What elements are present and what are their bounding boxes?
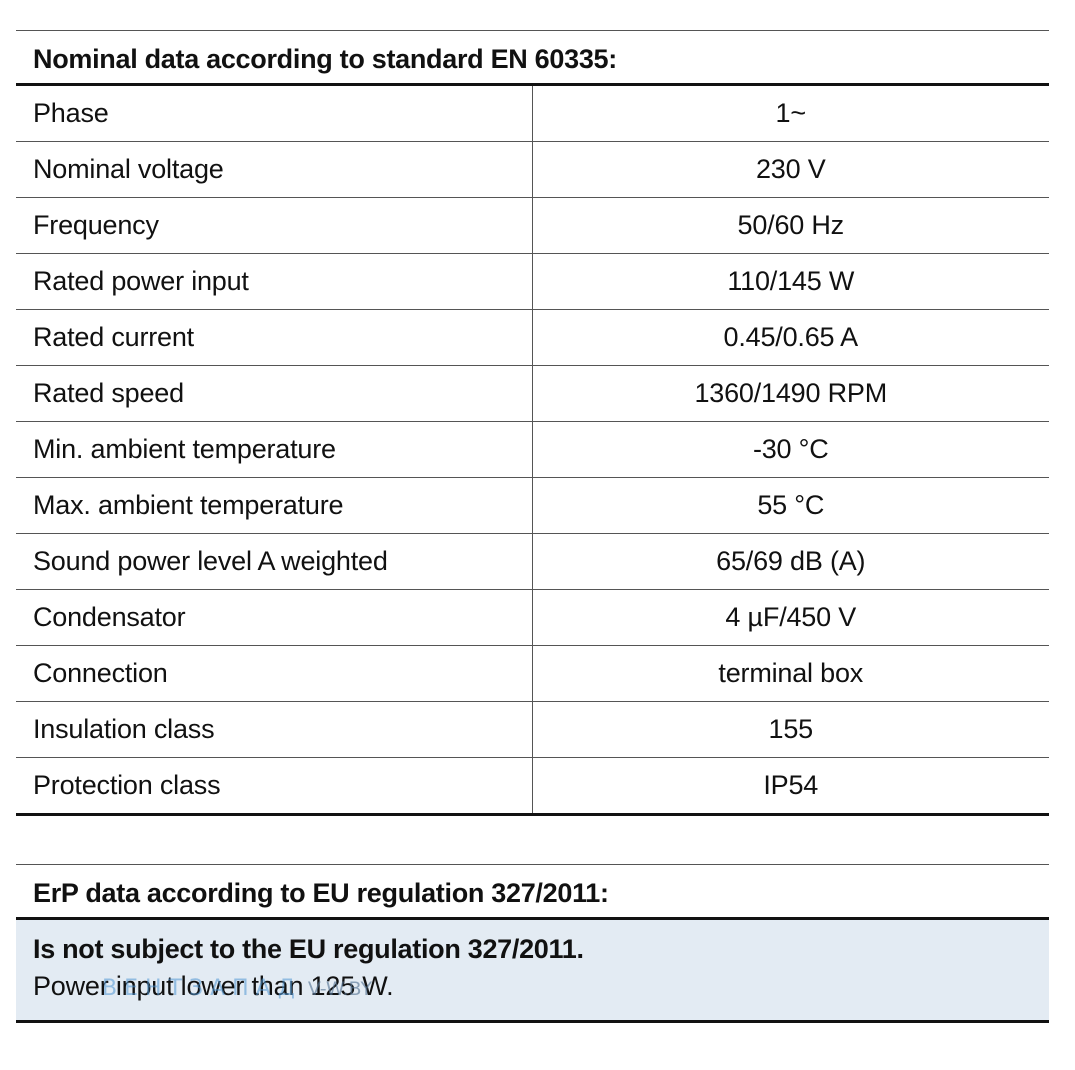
- param-value: 0.45/0.65 A: [532, 309, 1049, 366]
- param-label: Nominal voltage: [16, 141, 533, 198]
- param-value: 230 V: [532, 141, 1049, 198]
- table-row: Phase 1~: [16, 86, 1049, 142]
- table-row: Rated current 0.45/0.65 A: [16, 309, 1049, 366]
- table-row: Connection terminal box: [16, 645, 1049, 702]
- table-row: Frequency 50/60 Hz: [16, 197, 1049, 254]
- param-value: -30 °C: [532, 421, 1049, 478]
- table-row: Condensator 4 µF/450 V: [16, 589, 1049, 646]
- table-row: Insulation class 155: [16, 701, 1049, 758]
- table-row: Rated speed 1360/1490 RPM: [16, 365, 1049, 422]
- param-label: Frequency: [16, 197, 533, 254]
- erp-notice-box: Is not subject to the EU regulation 327/…: [16, 920, 1049, 1023]
- param-value: 1360/1490 RPM: [532, 365, 1049, 422]
- param-label: Condensator: [16, 589, 533, 646]
- erp-data-section: ErP data according to EU regulation 327/…: [16, 864, 1049, 1023]
- nominal-data-table: Phase 1~ Nominal voltage 230 V Frequency…: [16, 86, 1049, 816]
- param-label: Rated power input: [16, 253, 533, 310]
- param-value: 110/145 W: [532, 253, 1049, 310]
- param-label: Rated speed: [16, 365, 533, 422]
- erp-note: Power input lower than 125 W.: [33, 971, 394, 1001]
- table-row: Min. ambient temperature -30 °C: [16, 421, 1049, 478]
- param-label: Sound power level A weighted: [16, 533, 533, 590]
- erp-data-title: ErP data according to EU regulation 327/…: [16, 864, 1049, 920]
- param-value: 155: [532, 701, 1049, 758]
- param-label: Connection: [16, 645, 533, 702]
- param-value: 65/69 dB (A): [532, 533, 1049, 590]
- param-value: 1~: [532, 86, 1049, 142]
- param-value: 50/60 Hz: [532, 197, 1049, 254]
- table-row: Sound power level A weighted 65/69 dB (A…: [16, 533, 1049, 590]
- param-label: Rated current: [16, 309, 533, 366]
- param-value: 55 °C: [532, 477, 1049, 534]
- nominal-data-section: Nominal data according to standard EN 60…: [16, 30, 1049, 816]
- param-label: Max. ambient temperature: [16, 477, 533, 534]
- param-value: 4 µF/450 V: [532, 589, 1049, 646]
- table-row: Rated power input 110/145 W: [16, 253, 1049, 310]
- table-row: Max. ambient temperature 55 °C: [16, 477, 1049, 534]
- erp-headline: Is not subject to the EU regulation 327/…: [33, 934, 584, 964]
- table-row: Protection class IP54: [16, 757, 1049, 816]
- table-row: Nominal voltage 230 V: [16, 141, 1049, 198]
- param-label: Min. ambient temperature: [16, 421, 533, 478]
- param-value: terminal box: [532, 645, 1049, 702]
- nominal-data-title: Nominal data according to standard EN 60…: [16, 30, 1049, 86]
- param-value: IP54: [532, 757, 1049, 816]
- param-label: Protection class: [16, 757, 533, 816]
- param-label: Insulation class: [16, 701, 533, 758]
- param-label: Phase: [16, 86, 533, 142]
